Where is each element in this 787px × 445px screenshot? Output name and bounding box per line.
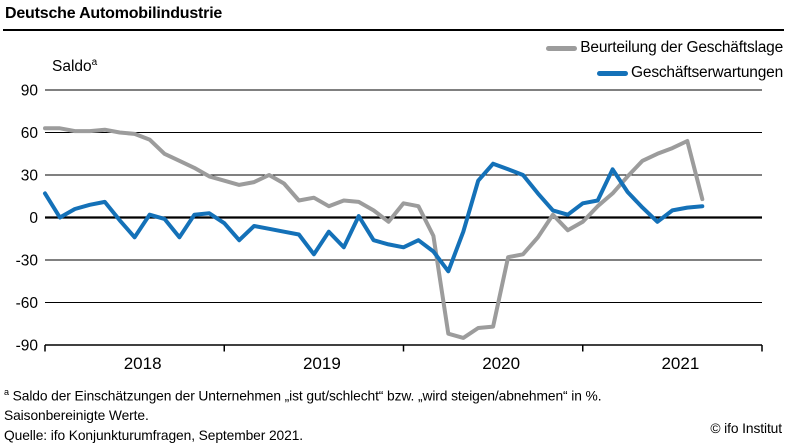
legend-label: Geschäftserwartungen (631, 64, 783, 81)
legend-item-geschaeftserwartungen: Geschäftserwartungen (597, 64, 783, 82)
legend-label: Beurteilung der Geschäftslage (580, 39, 783, 56)
legend-swatch-gray-line (546, 45, 578, 51)
x-tick-label: 2020 (482, 354, 520, 373)
y-axis-labels: 90 60 30 0 -30 -60 -90 (16, 83, 39, 355)
line-geschaeftserwartungen (43, 161, 705, 274)
y-tick-label: 60 (21, 125, 39, 142)
footnotes: a Saldo der Einschätzungen der Unternehm… (4, 383, 602, 445)
x-tick-label: 2021 (661, 354, 699, 373)
legend: Beurteilung der Geschäftslage Geschäftse… (546, 39, 783, 82)
y-tick-label: -30 (16, 253, 39, 270)
y-axis-title: Saldoa (52, 57, 98, 76)
copyright-notice: © ifo Institut (710, 421, 782, 436)
footnote-definition: a Saldo der Einschätzungen der Unternehm… (4, 387, 602, 404)
y-tick-label: -60 (16, 295, 39, 312)
y-tick-label: -90 (16, 338, 39, 355)
legend-swatch-blue-line (597, 70, 629, 76)
data-series (43, 126, 705, 340)
page-title: Deutsche Automobilindustrie (5, 5, 223, 22)
line-beurteilung-der-geschaeftslage (43, 126, 705, 340)
source-line: Quelle: ifo Konjunkturumfragen, Septembe… (4, 427, 304, 443)
y-tick-label: 0 (29, 210, 38, 227)
x-tick-label: 2019 (303, 354, 341, 373)
footnote-seasonal: Saisonbereinigte Werte. (4, 408, 149, 424)
y-tick-label: 90 (21, 83, 39, 100)
y-tick-label: 30 (21, 168, 39, 185)
x-axis: 2018 2019 2020 2021 (44, 345, 763, 373)
legend-item-geschaeftslage: Beurteilung der Geschäftslage (546, 39, 783, 57)
x-tick-label: 2018 (124, 354, 162, 373)
title-divider (3, 29, 784, 31)
